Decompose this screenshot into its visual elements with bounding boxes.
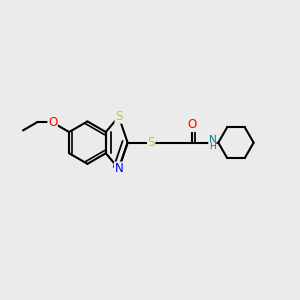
Text: O: O xyxy=(48,116,57,129)
Text: H: H xyxy=(209,142,216,151)
Text: O: O xyxy=(188,118,197,131)
Text: N: N xyxy=(114,162,123,175)
Text: N: N xyxy=(208,135,216,145)
Text: S: S xyxy=(115,110,122,123)
Text: S: S xyxy=(148,136,155,149)
